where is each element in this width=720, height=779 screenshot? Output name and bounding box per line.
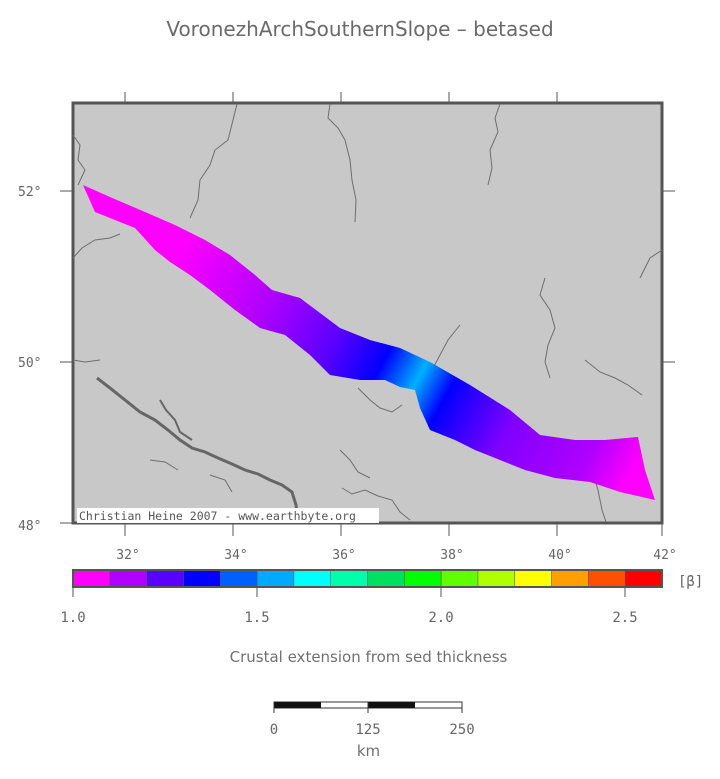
scale-tick-125: 125: [355, 722, 380, 738]
colorbar-tick-1-5: 1.5: [244, 610, 269, 626]
scale-tick-250: 250: [449, 722, 474, 738]
colorbar-label: Crustal extension from sed thickness: [229, 648, 508, 666]
colorbar-tick-2-5: 2.5: [612, 610, 637, 626]
colorbar-cell: [477, 569, 516, 588]
colorbar-cell: [293, 569, 332, 588]
scale-unit-label: km: [356, 742, 381, 760]
colorbar-cell: [183, 569, 222, 588]
colorbar-cell: [588, 569, 626, 588]
coastline-branch: [159, 399, 193, 441]
colorbar-frame: [72, 569, 663, 588]
colorbar-cell: [256, 569, 295, 588]
scale-tick-0: 0: [270, 722, 278, 738]
colorbar-cell: [404, 569, 442, 588]
colorbar-cell: [624, 569, 663, 588]
lon-label-34: 34°: [224, 548, 247, 563]
colorbar-tick-1-0: 1.0: [60, 610, 85, 626]
colorbar-cell: [219, 569, 258, 588]
colorbar-cell: [551, 569, 590, 588]
axis-ticks: [60, 92, 675, 536]
lon-label-40: 40°: [548, 548, 571, 563]
lat-label-52: 52°: [18, 185, 41, 200]
lat-label-50: 50°: [18, 356, 41, 371]
credit-text: Christian Heine 2007 - www.earthbyte.org: [79, 509, 356, 523]
colorbar-tick-2-0: 2.0: [428, 610, 453, 626]
lat-labels: 52° 50° 48°: [18, 185, 41, 534]
lon-label-38: 38°: [440, 548, 463, 563]
lon-labels: 32° 34° 36° 38° 40° 42°: [116, 548, 676, 563]
map-title: VoronezhArchSouthernSlope – betased: [166, 17, 554, 41]
colorbar-cell: [367, 569, 406, 588]
colorbar-cell: [146, 569, 185, 588]
colorbar: [72, 569, 663, 588]
lon-label-32: 32°: [116, 548, 139, 563]
lon-label-36: 36°: [332, 548, 355, 563]
colorbar-cell: [72, 569, 111, 588]
colorbar-unit: [β]: [678, 574, 703, 590]
colorbar-cell: [440, 569, 479, 588]
colorbar-tick-labels: 1.0 1.5 2.0 2.5: [60, 610, 637, 626]
colorbar-cell: [514, 569, 553, 588]
credit-box: [77, 508, 379, 523]
extension-belt: [83, 185, 655, 500]
lon-label-42: 42°: [653, 548, 676, 563]
lat-label-48: 48°: [18, 519, 41, 534]
colorbar-cell: [109, 569, 148, 588]
colorbar-cell: [330, 569, 369, 588]
coastline: [96, 376, 300, 521]
scale-bar: [273, 701, 463, 713]
scale-bar-ticks: 0 125 250: [270, 722, 475, 738]
river-lines: [72, 103, 663, 523]
colorbar-ticks: [72, 587, 626, 597]
